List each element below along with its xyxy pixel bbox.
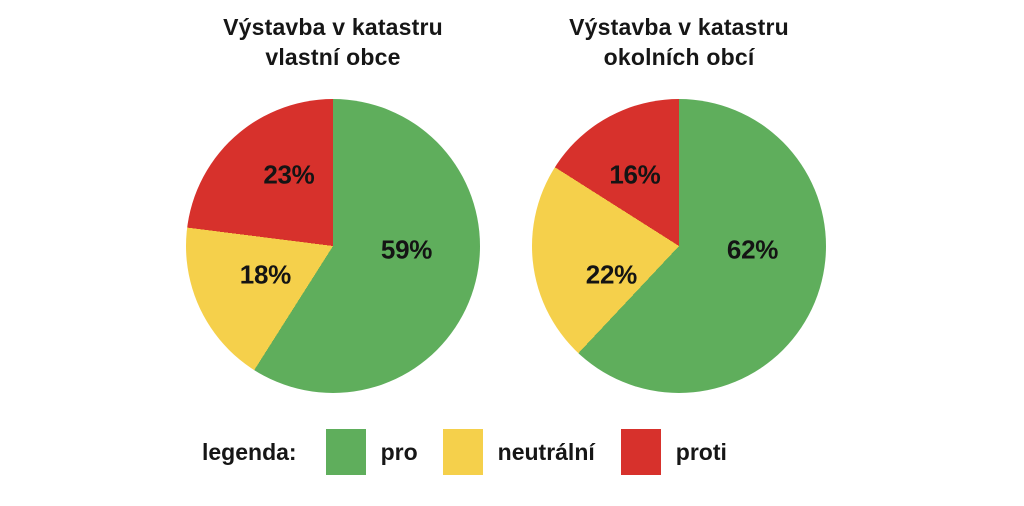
chart-title-neighboring-cadastre: Výstavba v katastru okolních obcí [532,12,826,72]
chart-title-line1: Výstavba v katastru [223,14,443,40]
chart-title-own-cadastre: Výstavba v katastru vlastní obce [186,12,480,72]
legend-label-proti: proti [675,438,727,465]
legend: legenda: pro neutrální proti [202,428,727,476]
slice-label-neutralni: 22% [585,259,637,290]
chart-title-line2: okolních obcí [603,44,755,70]
slice-label-pro: 59% [380,234,433,265]
legend-item-pro: pro [325,429,418,475]
chart-title-line1: Výstavba v katastru [569,14,789,40]
slice-label-pro: 62% [726,234,779,265]
pie-neighboring-cadastre: 62% 22% 16% [532,99,826,393]
legend-label-pro: pro [380,438,418,465]
legend-item-proti: proti [620,429,727,475]
legend-item-neutralni: neutrální [442,429,595,475]
slice-label-neutralni: 18% [239,259,291,290]
slice-label-proti: 16% [609,159,661,190]
legend-swatch-proti [620,429,661,475]
legend-title: legenda: [202,438,297,465]
pie-chart-own-cadastre: Výstavba v katastru vlastní obce 59% 18%… [186,12,480,393]
chart-title-line2: vlastní obce [265,44,401,70]
slice-label-proti: 23% [263,159,315,190]
legend-label-neutralni: neutrální [497,438,595,465]
pie-own-cadastre: 59% 18% 23% [186,99,480,393]
legend-swatch-neutralni [442,429,483,475]
legend-swatch-pro [325,429,366,475]
pie-chart-neighboring-cadastre: Výstavba v katastru okolních obcí 62% 22… [532,12,826,393]
